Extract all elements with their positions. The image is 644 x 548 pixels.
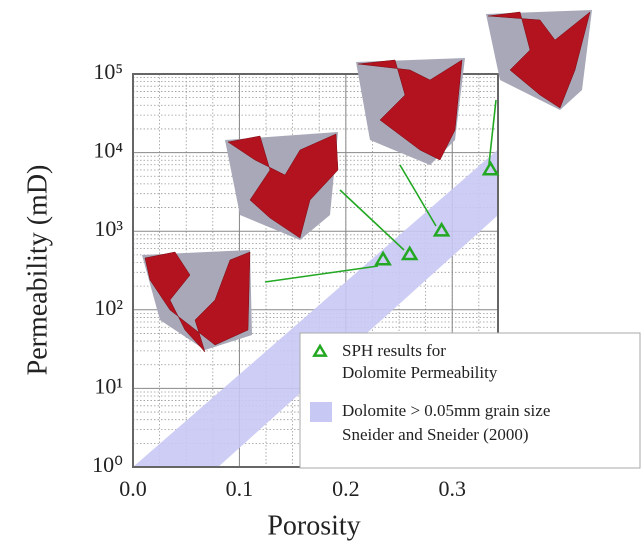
legend-swatch (310, 402, 332, 422)
y-tick-label: 10² (94, 295, 123, 320)
band-layer (133, 149, 498, 467)
connector (488, 99, 497, 165)
y-tick-label: 10⁴ (93, 138, 123, 163)
x-tick-label: 0.3 (438, 476, 466, 501)
data-point (374, 250, 392, 266)
rock-image (357, 59, 463, 161)
connectors (264, 99, 497, 283)
legend-label: Dolomite Permeability (342, 363, 498, 382)
x-tick-label: 0.0 (119, 476, 147, 501)
y-axis-label: Permeability (mD) (22, 165, 53, 376)
data-point (481, 160, 500, 176)
points (374, 160, 500, 266)
y-tick-label: 10¹ (94, 373, 123, 398)
tick-labels: 10⁰ 10¹ 10² 10³ 10⁴ 10⁵ 0.0 0.1 0.2 0.3 (92, 59, 466, 501)
rock-images (142, 10, 592, 353)
connector (339, 189, 405, 251)
legend-label: Dolomite > 0.05mm grain size (342, 401, 550, 420)
legend-box (299, 332, 641, 469)
data-point (400, 245, 419, 261)
rock-image (144, 251, 251, 353)
legend: SPH results for Dolomite Permeability Dolo… (299, 332, 641, 469)
data-point (432, 221, 451, 237)
legend-label: Sneider and Sneider (2000) (342, 425, 528, 444)
y-tick-label: 10³ (94, 216, 123, 241)
connector (399, 164, 437, 227)
rock-image (227, 133, 339, 239)
band (133, 149, 498, 467)
legend-marker (312, 343, 328, 357)
y-tick-label: 10⁰ (92, 452, 123, 477)
connector (264, 265, 379, 283)
x-tick-label: 0.2 (332, 476, 360, 501)
rock-image (487, 11, 591, 109)
y-tick-label: 10⁵ (93, 59, 123, 84)
x-axis-label: Porosity (267, 510, 360, 541)
legend-label: SPH results for (342, 341, 446, 360)
x-tick-label: 0.1 (226, 476, 254, 501)
